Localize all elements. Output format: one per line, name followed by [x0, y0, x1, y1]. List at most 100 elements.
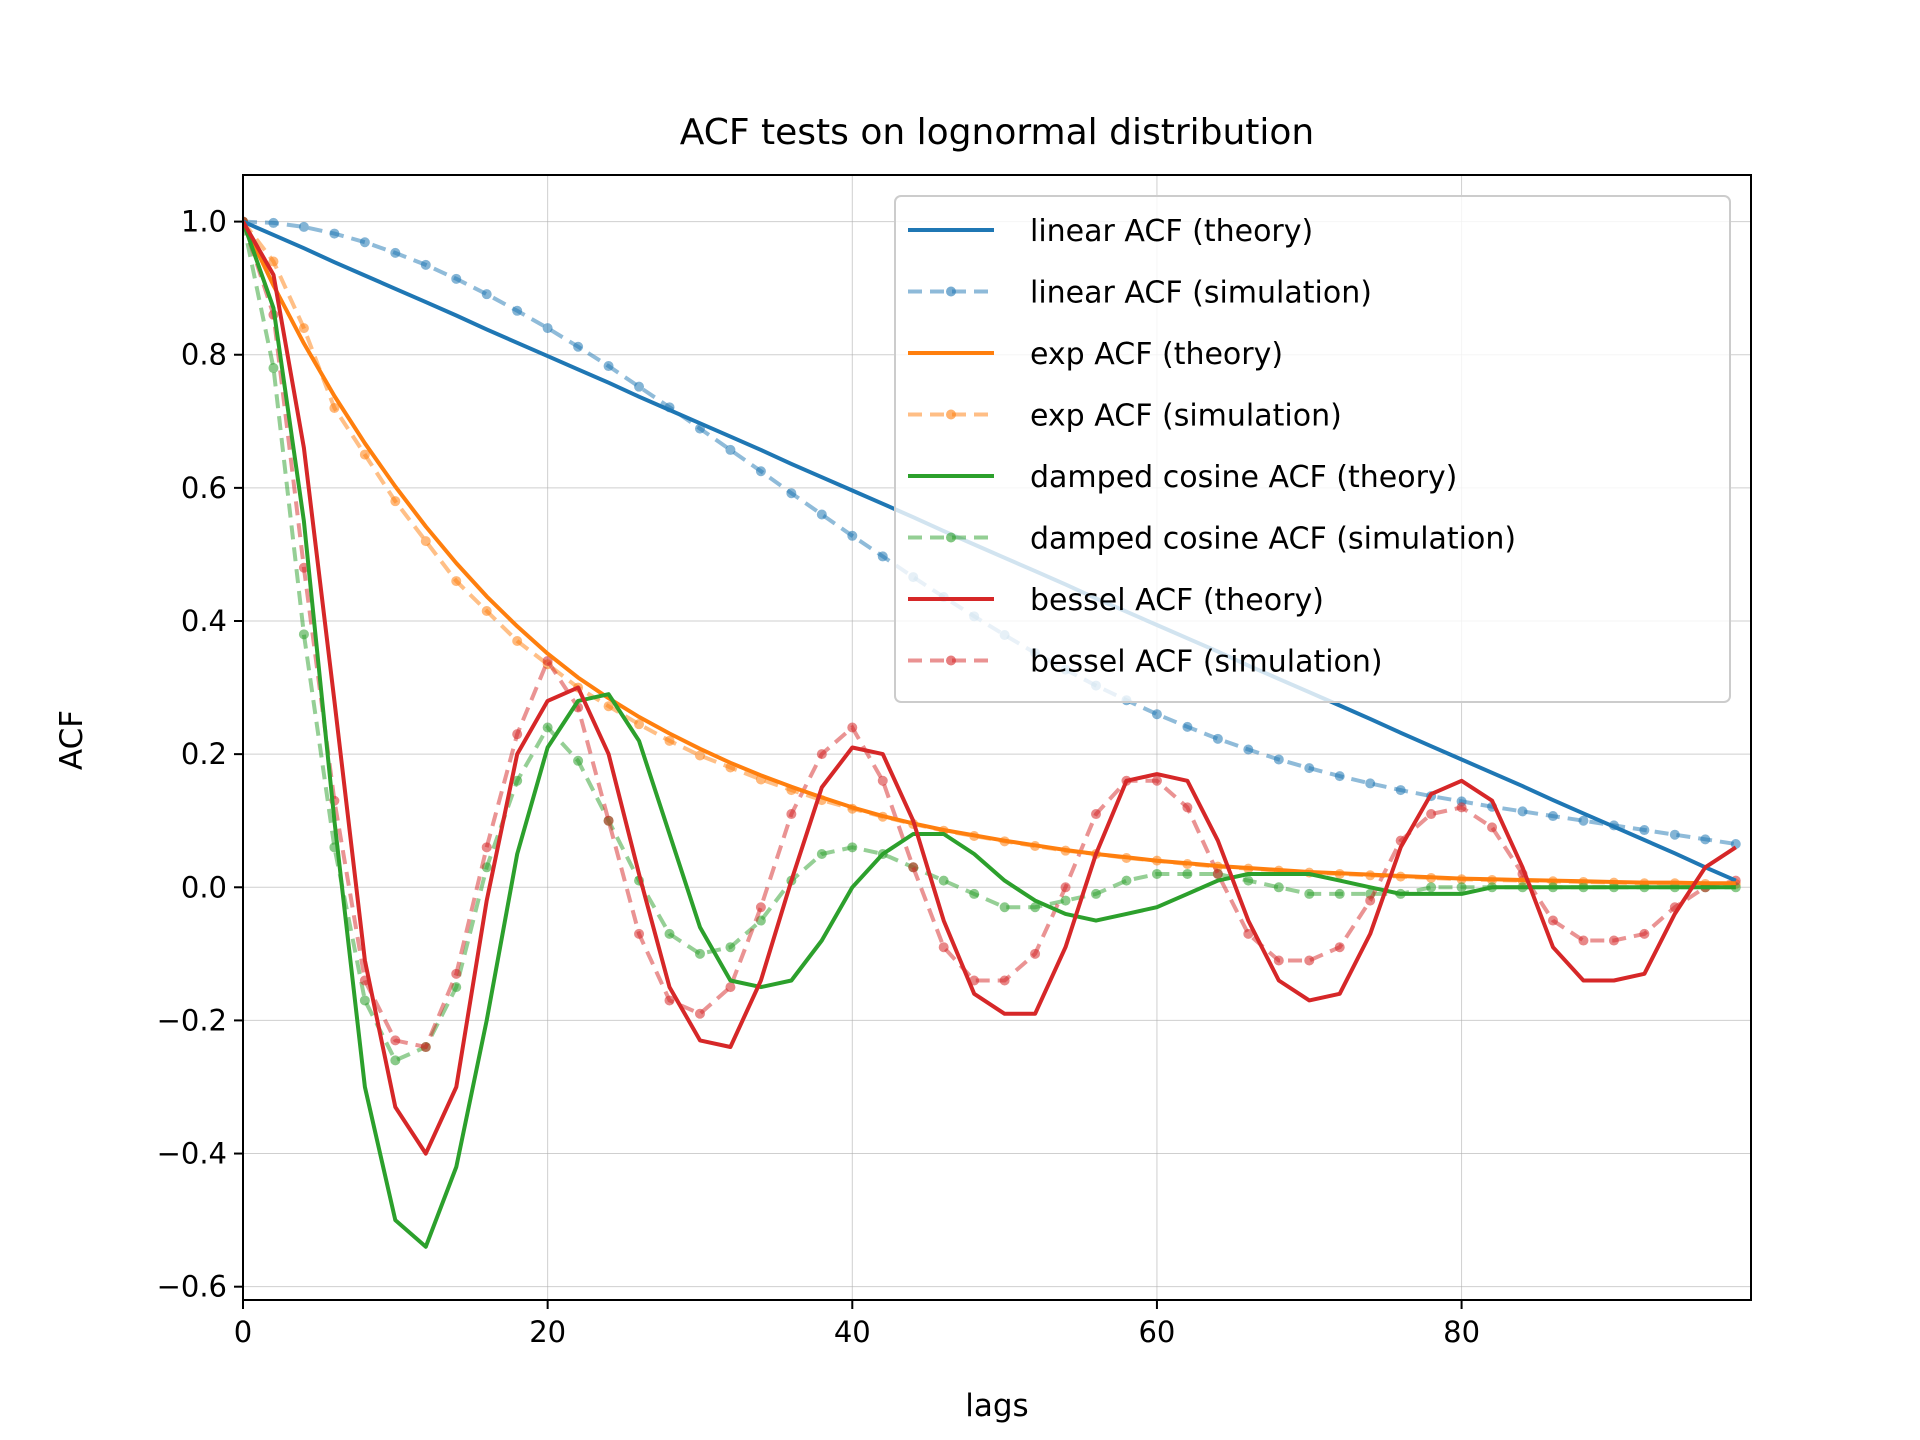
series-line: [243, 220, 1737, 1156]
data-point: [1639, 928, 1650, 939]
data-point: [451, 273, 462, 284]
plot-frame: [242, 174, 1752, 1301]
data-point: [1273, 882, 1284, 893]
data-point: [603, 701, 614, 712]
data-point: [1395, 785, 1406, 796]
y-tick-label: 1.0: [181, 205, 227, 239]
data-point: [512, 305, 523, 316]
data-point: [390, 1035, 401, 1046]
data-point: [1091, 888, 1102, 899]
data-point: [786, 488, 797, 499]
data-point: [359, 449, 370, 460]
data-point: [359, 237, 370, 248]
data-point: [603, 815, 614, 826]
data-point: [1243, 744, 1254, 755]
x-tick-label: 80: [1443, 1315, 1480, 1349]
legend-box: [894, 195, 1731, 703]
series-bessel-acf-simulation: [243, 216, 1741, 1053]
data-point: [390, 1055, 401, 1066]
data-point: [298, 221, 309, 232]
data-point: [1273, 754, 1284, 765]
x-tick-label: 0: [234, 1315, 252, 1349]
data-point: [1669, 829, 1680, 840]
data-point: [816, 749, 827, 760]
legend-marker: [946, 409, 956, 420]
data-point: [1182, 868, 1193, 879]
legend-entry-damped-cosine-acf-simulation: damped cosine ACF (simulation): [908, 522, 1516, 557]
data-point: [847, 530, 858, 541]
data-point: [694, 1008, 705, 1019]
legend-entry-exp-acf-simulation: exp ACF (simulation): [908, 399, 1342, 434]
series-line: [243, 220, 1737, 1050]
data-point: [329, 402, 340, 413]
data-point: [1212, 733, 1223, 744]
data-point: [451, 968, 462, 979]
y-tick-label: 0.6: [181, 471, 227, 505]
data-point: [1304, 955, 1315, 966]
data-point: [725, 942, 736, 953]
data-point: [268, 217, 279, 228]
data-point: [1151, 775, 1162, 786]
data-point: [694, 948, 705, 959]
series-bessel-acf-theory: [243, 220, 1737, 1156]
data-point: [298, 629, 309, 640]
data-point: [390, 496, 401, 507]
legend-label: linear ACF (theory): [1030, 214, 1313, 249]
legend-marker: [946, 655, 956, 666]
data-point: [1456, 802, 1467, 813]
data-point: [1212, 868, 1223, 879]
data-point: [1151, 709, 1162, 720]
data-point: [420, 1042, 431, 1053]
legend-entry-bessel-acf-simulation: bessel ACF (simulation): [908, 645, 1383, 680]
legend-entry-exp-acf-theory: exp ACF (theory): [908, 337, 1283, 372]
y-tick-label: 0.0: [181, 870, 227, 904]
data-point: [1304, 888, 1315, 899]
legend-label: bessel ACF (theory): [1030, 583, 1324, 618]
data-point: [1517, 806, 1528, 817]
data-point: [786, 809, 797, 820]
data-point: [725, 982, 736, 993]
data-point: [512, 729, 523, 740]
legend-entry-linear-acf-simulation: linear ACF (simulation): [908, 276, 1372, 311]
data-point: [847, 722, 858, 733]
data-point: [481, 842, 492, 853]
data-point: [1578, 935, 1589, 946]
legend-entry-damped-cosine-acf-theory: damped cosine ACF (theory): [908, 460, 1457, 495]
data-point: [1365, 778, 1376, 789]
data-point: [1487, 822, 1498, 833]
data-point: [1426, 882, 1437, 893]
data-point: [451, 576, 462, 587]
data-point: [816, 509, 827, 520]
data-point: [603, 361, 614, 372]
data-point: [1608, 935, 1619, 946]
data-point: [999, 902, 1010, 913]
data-point: [999, 975, 1010, 986]
legend-label: exp ACF (theory): [1030, 337, 1283, 372]
data-point: [1426, 809, 1437, 820]
data-point: [1334, 888, 1345, 899]
data-point: [329, 228, 340, 239]
legend-entry-bessel-acf-theory: bessel ACF (theory): [908, 583, 1324, 618]
data-point: [877, 551, 888, 562]
data-point: [1273, 955, 1284, 966]
legend-label: linear ACF (simulation): [1030, 276, 1372, 311]
axis-ticks: 0 20 40 60 80 −0.6 −0.4 −0.2 0.0 0.2 0.4 0.6 0.8 1.0: [157, 205, 1480, 1349]
data-point: [481, 606, 492, 617]
data-point: [1243, 875, 1254, 886]
data-point: [664, 928, 675, 939]
data-point: [1030, 948, 1041, 959]
chart-title: ACF tests on lognormal distribution: [680, 112, 1315, 153]
legend-label: damped cosine ACF (theory): [1030, 460, 1457, 495]
data-point: [664, 735, 675, 746]
data-point: [1060, 882, 1071, 893]
data-point: [542, 655, 553, 666]
data-point: [512, 635, 523, 646]
legend-label: exp ACF (simulation): [1030, 399, 1342, 434]
data-point: [755, 466, 766, 477]
data-point: [664, 995, 675, 1006]
data-point: [1060, 895, 1071, 906]
y-tick-label: −0.2: [157, 1003, 227, 1037]
data-point: [1639, 825, 1650, 836]
legend-label: damped cosine ACF (simulation): [1030, 522, 1516, 557]
